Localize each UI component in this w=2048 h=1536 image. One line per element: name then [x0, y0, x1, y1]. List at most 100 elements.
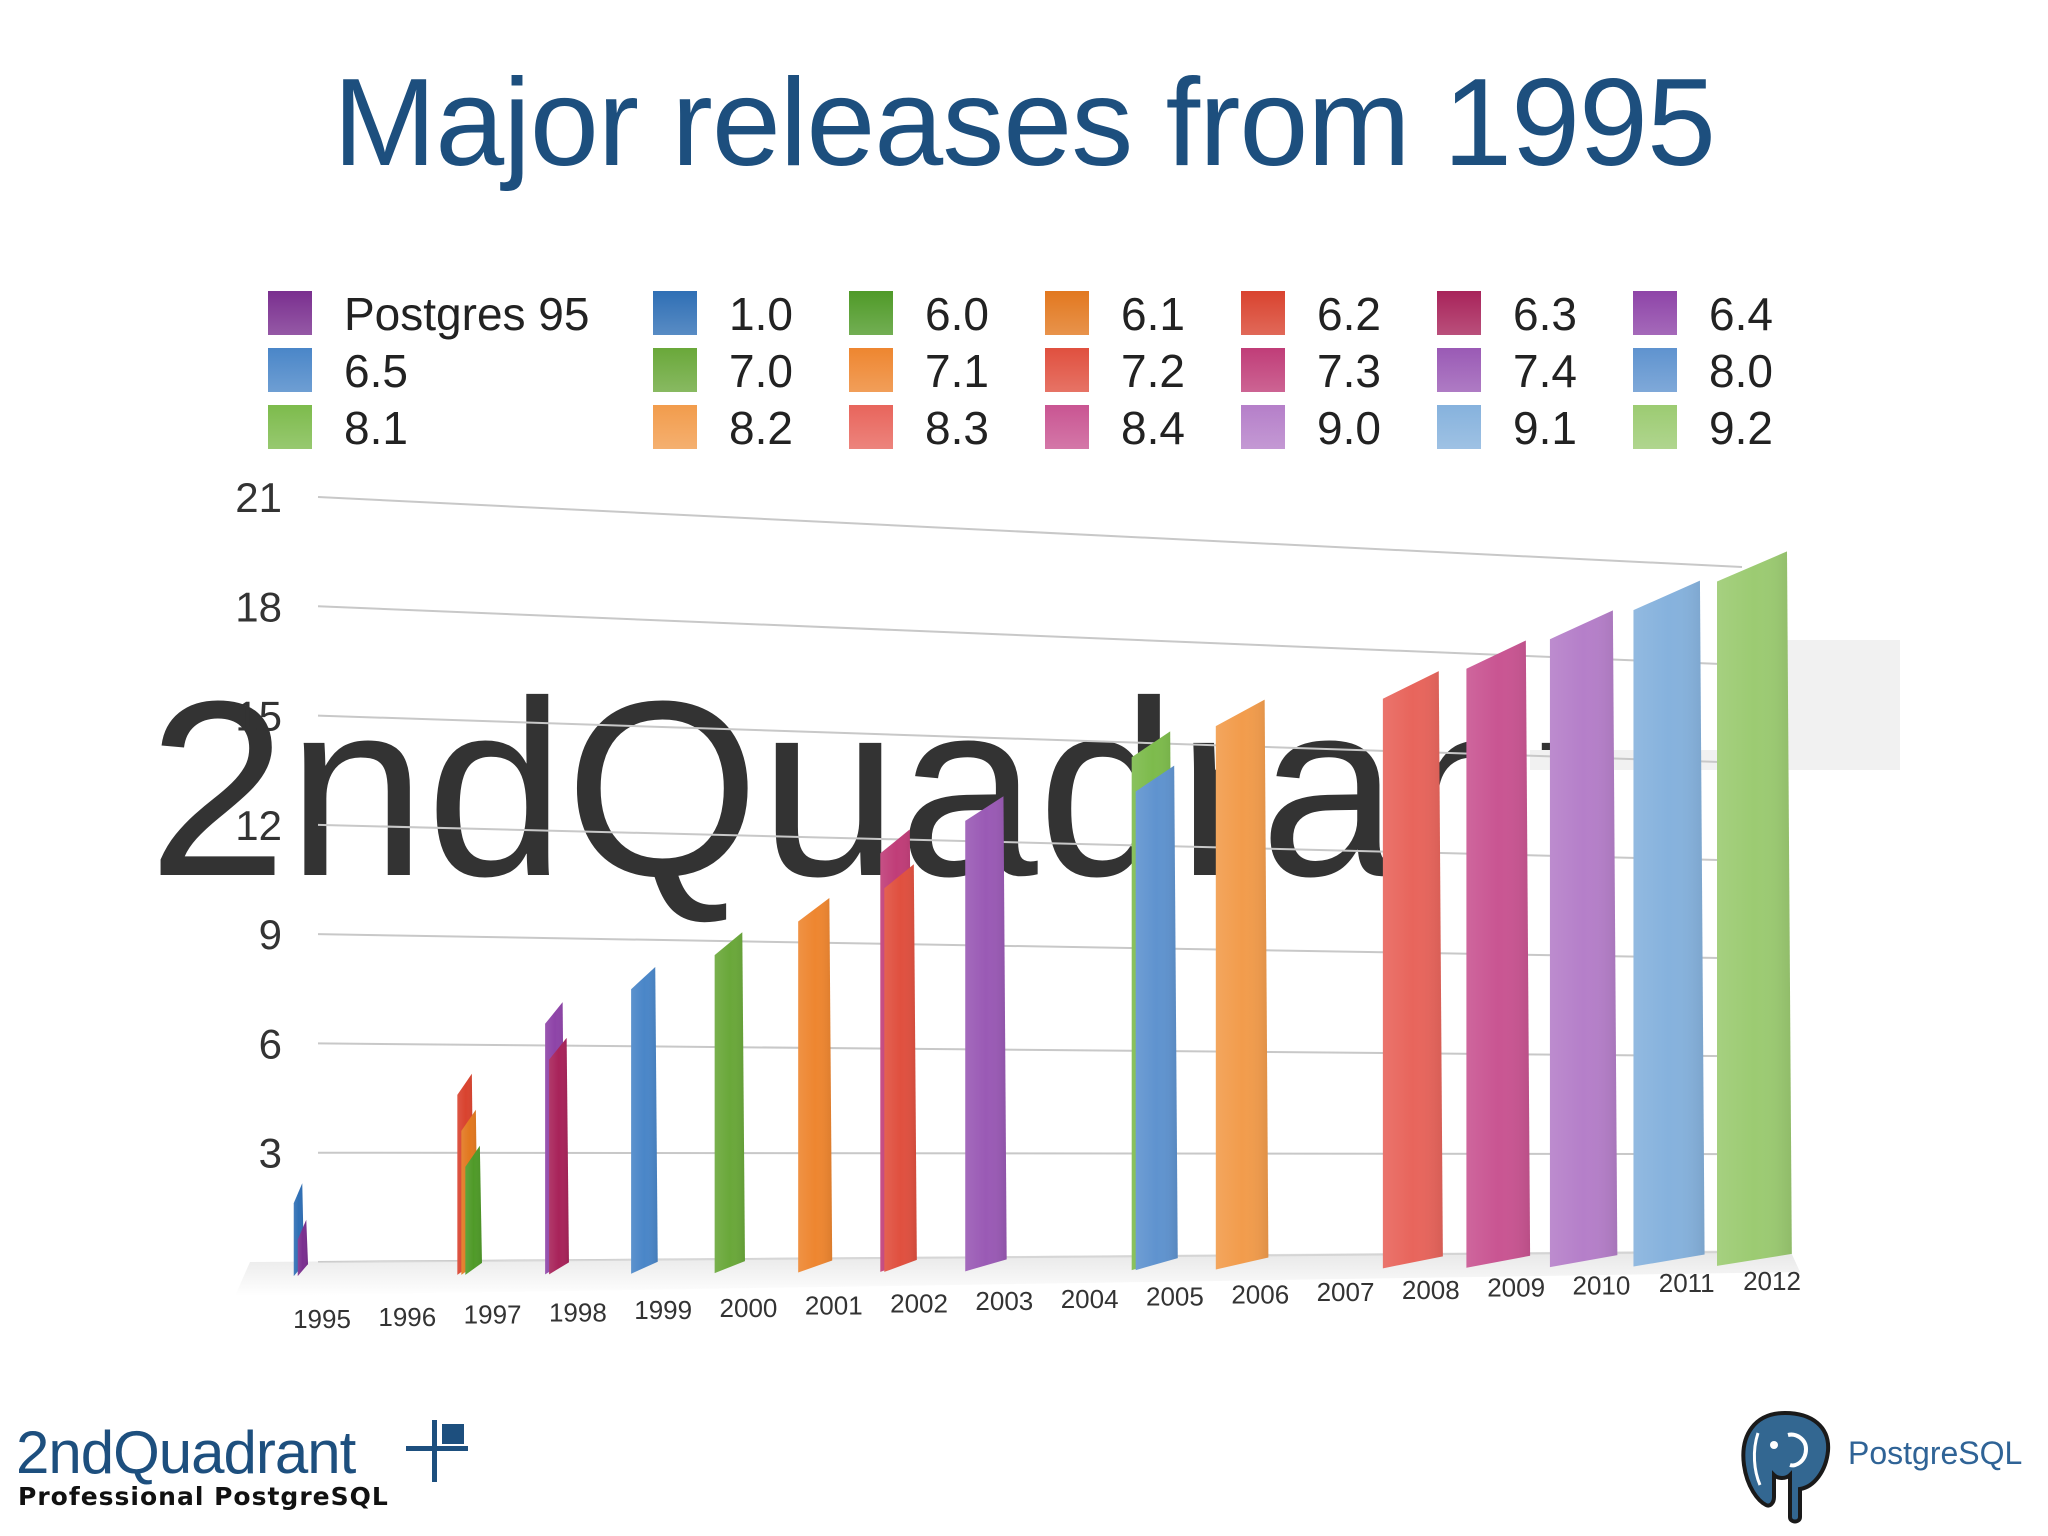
x-tick-label: 2005: [1146, 1282, 1204, 1312]
x-tick-label: 2010: [1572, 1270, 1630, 1300]
legend-swatch: [1437, 291, 1481, 335]
bar-sheen: [798, 898, 833, 1273]
legend-swatch: [268, 348, 312, 392]
y-tick-label: 18: [235, 583, 282, 630]
legend-label: 8.1: [344, 402, 408, 454]
bar-sheen: [714, 932, 745, 1274]
bar-sheen: [465, 1145, 482, 1275]
bar-sheen: [1135, 765, 1178, 1271]
legend-swatch: [849, 405, 893, 449]
legend-swatch: [1241, 405, 1285, 449]
legend-label: 9.1: [1513, 402, 1577, 454]
legend-swatch: [1633, 291, 1677, 335]
legend-label: 1.0: [729, 288, 793, 340]
legend-item: 8.1: [262, 397, 642, 454]
legend-item: 8.3: [843, 397, 1039, 454]
bar-sheen: [1633, 580, 1705, 1267]
legend-swatch: [1045, 405, 1089, 449]
legend-item: 9.1: [1431, 397, 1627, 454]
x-tick-label: 2004: [1061, 1284, 1119, 1314]
legend-item: 7.1: [843, 340, 1039, 397]
x-tick-label: 2006: [1231, 1279, 1289, 1309]
legend-swatch: [653, 291, 697, 335]
x-tick-label: 1999: [634, 1295, 692, 1325]
legend-item: 6.3: [1431, 283, 1627, 340]
legend-label: 6.1: [1121, 288, 1185, 340]
elephant-icon: [1741, 1410, 1831, 1524]
legend-label: 6.0: [925, 288, 989, 340]
quadrant-logo-icon: [406, 1420, 468, 1482]
legend-swatch: [1633, 405, 1677, 449]
watermark-text: 2ndQuadrant: [148, 649, 1607, 928]
brand-2ndquadrant: 2ndQuadrant Professional PostgreSQL: [16, 1418, 516, 1518]
legend-item: 7.4: [1431, 340, 1627, 397]
legend-label: 9.2: [1709, 402, 1773, 454]
legend-swatch: [1633, 348, 1677, 392]
legend-label: 7.0: [729, 345, 793, 397]
legend-item: 7.2: [1039, 340, 1235, 397]
x-tick-label: 2003: [975, 1286, 1033, 1316]
legend-label: 8.3: [925, 402, 989, 454]
legend-label: 7.4: [1513, 345, 1577, 397]
legend-item: 9.0: [1235, 397, 1431, 454]
legend-swatch: [1437, 348, 1481, 392]
legend-label: 8.2: [729, 402, 793, 454]
legend-item: 6.4: [1627, 283, 1823, 340]
legend-swatch: [1045, 291, 1089, 335]
legend-label: 6.2: [1317, 288, 1381, 340]
page-title: Major releases from 1995: [333, 54, 1716, 192]
legend-label: 9.0: [1317, 402, 1381, 454]
x-tick-label: 2001: [805, 1291, 863, 1321]
brand-tagline: Professional PostgreSQL: [18, 1482, 389, 1511]
bar-sheen: [1717, 551, 1792, 1266]
legend-label: 6.4: [1709, 288, 1773, 340]
y-tick-label: 15: [235, 693, 282, 740]
bar-sheen: [1382, 671, 1443, 1269]
legend-item: 6.0: [843, 283, 1039, 340]
legend-label: 6.5: [344, 345, 408, 397]
legend-swatch: [268, 291, 312, 335]
bar-sheen: [1549, 610, 1618, 1268]
watermark-square: [1770, 640, 1900, 770]
legend-swatch: [653, 405, 697, 449]
legend-label: 7.2: [1121, 345, 1185, 397]
x-tick-label: 2011: [1659, 1268, 1715, 1298]
x-tick-label: 1996: [378, 1302, 436, 1332]
x-tick-label: 2009: [1487, 1273, 1545, 1303]
legend-swatch: [268, 405, 312, 449]
y-tick-label: 6: [259, 1020, 282, 1067]
legend-item: 1.0: [647, 283, 843, 340]
legend-swatch: [1241, 291, 1285, 335]
x-tick-label: 2007: [1317, 1277, 1375, 1307]
y-tick-label: 21: [235, 474, 282, 521]
legend-label: 7.1: [925, 345, 989, 397]
gridline: [317, 933, 1743, 960]
postgresql-wordmark: PostgreSQL: [1848, 1435, 2023, 1471]
bar-sheen: [631, 966, 658, 1274]
legend-swatch: [1241, 348, 1285, 392]
legend-swatch: [653, 348, 697, 392]
gridline: [317, 496, 1743, 568]
legend-label: Postgres 95: [344, 288, 590, 340]
legend-item: 9.2: [1627, 397, 1823, 454]
brand-name: 2ndQuadrant: [16, 1419, 356, 1486]
legend-swatch: [849, 348, 893, 392]
legend-label: 7.3: [1317, 345, 1381, 397]
legend-swatch: [849, 291, 893, 335]
bar-sheen: [965, 796, 1007, 1272]
x-tick-label: 1997: [464, 1300, 522, 1330]
bar-sheen: [549, 1037, 569, 1275]
bar-sheen: [1466, 640, 1531, 1268]
legend-label: 8.4: [1121, 402, 1185, 454]
legend-item: 8.0: [1627, 340, 1823, 397]
legend-label: 6.3: [1513, 288, 1577, 340]
legend-item: 6.2: [1235, 283, 1431, 340]
legend-item: 7.3: [1235, 340, 1431, 397]
watermark-bar: [1530, 750, 1900, 770]
legend-item: 8.2: [647, 397, 843, 454]
y-tick-label: 3: [259, 1130, 282, 1177]
x-tick-label: 2000: [720, 1293, 778, 1323]
legend-item: 7.0: [647, 340, 843, 397]
